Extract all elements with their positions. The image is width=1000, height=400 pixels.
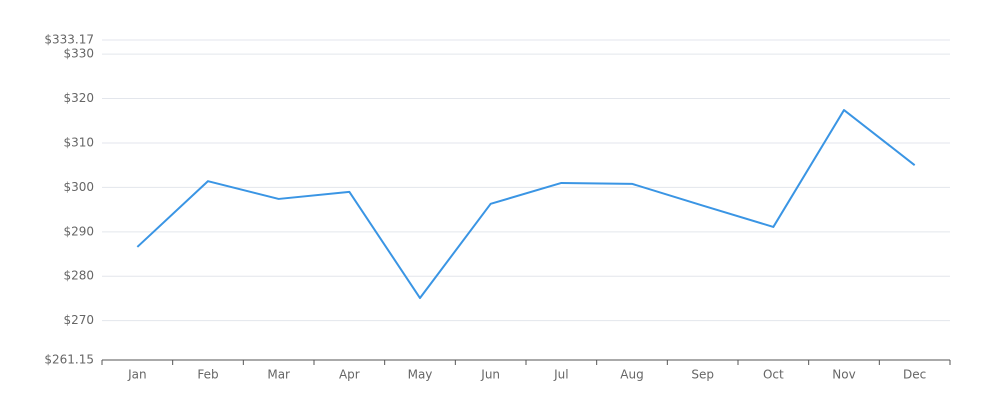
x-tick-label: Sep xyxy=(691,368,714,382)
x-tick-label: May xyxy=(408,368,433,382)
y-tick-label: $330 xyxy=(63,47,94,61)
x-tick-label: Nov xyxy=(832,368,855,382)
x-tick-label: Mar xyxy=(267,368,290,382)
y-tick-label: $310 xyxy=(63,135,94,149)
x-tick-label: Dec xyxy=(903,368,926,382)
y-tick-label: $280 xyxy=(63,269,94,283)
y-tick-label: $300 xyxy=(63,180,94,194)
y-tick-label: $320 xyxy=(63,91,94,105)
x-tick-label: Apr xyxy=(339,368,360,382)
y-tick-label: $270 xyxy=(63,313,94,327)
x-tick-label: Jul xyxy=(553,368,568,382)
y-tick-label: $333.17 xyxy=(44,33,94,47)
x-tick-label: Jan xyxy=(127,368,147,382)
y-tick-label: $261.15 xyxy=(44,353,94,367)
x-tick-label: Aug xyxy=(620,368,643,382)
x-tick-label: Jun xyxy=(480,368,500,382)
x-tick-label: Feb xyxy=(197,368,218,382)
y-tick-label: $290 xyxy=(63,224,94,238)
x-tick-label: Oct xyxy=(763,368,784,382)
line-series xyxy=(136,109,916,300)
